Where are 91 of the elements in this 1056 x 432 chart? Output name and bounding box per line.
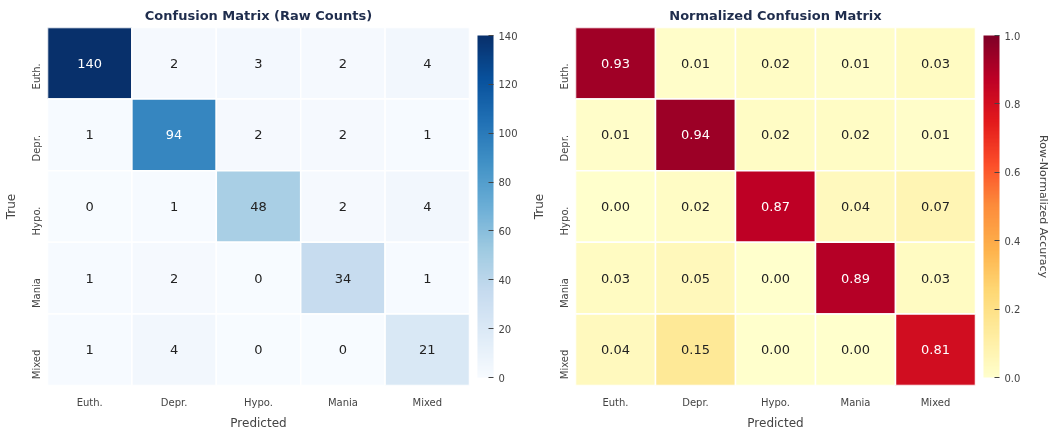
data-label: 0 [254,342,263,358]
data-label: 140 [77,55,103,71]
x-tick-label: Mixed [920,396,951,408]
data-label: 1 [423,127,432,143]
data-label: 1 [85,342,94,358]
data-label: 4 [423,199,432,214]
data-label: 0.89 [841,270,870,286]
data-label: 0.03 [601,270,630,286]
data-label: 0.00 [761,342,790,358]
data-label: 0.94 [681,127,710,143]
x-tick-label: Mixed [412,396,443,408]
chart-title: Normalized Confusion Matrix [669,7,883,23]
data-label: 0.93 [601,55,630,71]
data-label: 0.00 [761,270,790,286]
color-bar-label: 20 [498,323,512,335]
data-label: 0.05 [681,270,710,286]
color-bar-label: 120 [498,79,518,91]
y-tick-label: Euth. [31,63,42,90]
x-tick-label: Euth. [602,396,629,408]
color-bar-label: 0.0 [1004,372,1021,384]
data-label: 0.03 [921,55,950,71]
data-label: 48 [250,199,267,214]
y-tick-label: Hypo. [31,206,42,236]
data-label: 0 [338,342,348,358]
data-label: 0.03 [921,270,950,286]
color-bar-label: 140 [498,30,518,42]
color-bar-label: 1.0 [1004,30,1021,42]
x-tick-label: Hypo. [761,396,790,408]
data-label: 1 [85,127,94,143]
data-label: 0.04 [841,199,870,214]
x-tick-label: Hypo. [244,396,273,408]
data-label: 1 [423,270,432,286]
data-label: 2 [169,270,179,286]
data-label: 2 [254,127,263,143]
data-label: 2 [338,55,348,71]
color-bar-label: 100 [498,128,518,140]
data-label: 2 [169,55,179,71]
data-label: 0.01 [841,55,870,71]
y-tick-label: Mania [31,278,42,309]
data-label: 1 [169,199,179,214]
y-tick-label: Depr. [31,134,42,162]
color-bar-label: 40 [498,274,512,286]
y-tick-label: Mania [559,278,570,309]
data-label: 0.00 [841,342,870,358]
data-label: 0.00 [601,199,630,214]
data-label: 0.02 [761,127,790,143]
data-label: 0.01 [921,127,950,143]
chart-title: Confusion Matrix (Raw Counts) [144,7,373,23]
data-label: 34 [334,270,352,286]
color-bar-label: 0 [498,372,505,384]
color-bar-label: 0.4 [1004,235,1021,247]
color-bar-label: 60 [498,225,512,237]
data-label: 0.81 [921,342,950,358]
color-bar-label: 80 [498,177,512,189]
y-axis-title: True [531,193,546,221]
data-label: 0.02 [681,199,710,214]
color-bar-label: 0.8 [1004,98,1021,110]
y-tick-label: Mixed [559,349,570,380]
x-axis-title: Predicted [747,415,804,430]
data-label: 0.07 [921,199,950,214]
x-tick-label: Depr. [160,396,188,408]
x-tick-label: Mania [327,396,358,408]
data-label: 0 [85,199,94,214]
x-tick-label: Depr. [682,396,709,408]
x-tick-label: Mania [840,396,871,408]
y-tick-label: Hypo. [559,206,570,236]
x-tick-label: Euth. [76,396,103,408]
color-bar-title: Row-Normalized Accuracy [1036,135,1050,279]
data-label: 0.04 [601,342,630,358]
y-tick-label: Depr. [559,134,570,162]
data-label: 4 [423,55,432,71]
data-label: 2 [338,199,348,214]
data-label: 0.87 [761,199,790,214]
data-label: 0.02 [761,55,790,71]
data-label: 3 [254,55,263,71]
x-axis-title: Predicted [230,415,287,430]
data-label: 0.15 [681,342,710,358]
color-bar-label: 0.6 [1004,167,1021,179]
y-tick-label: Euth. [559,63,570,90]
y-tick-label: Mixed [31,349,42,380]
data-label: 1 [85,270,94,286]
data-label: 21 [419,342,436,358]
data-label: 0.02 [841,127,870,143]
data-label: 0 [254,270,263,286]
y-axis-title: True [3,193,18,221]
data-label: 2 [338,127,348,143]
color-bar-label: 0.2 [1004,304,1021,316]
data-label: 94 [165,127,183,143]
data-label: 4 [169,342,179,358]
data-label: 0.01 [601,127,630,143]
data-label: 0.01 [681,55,710,71]
